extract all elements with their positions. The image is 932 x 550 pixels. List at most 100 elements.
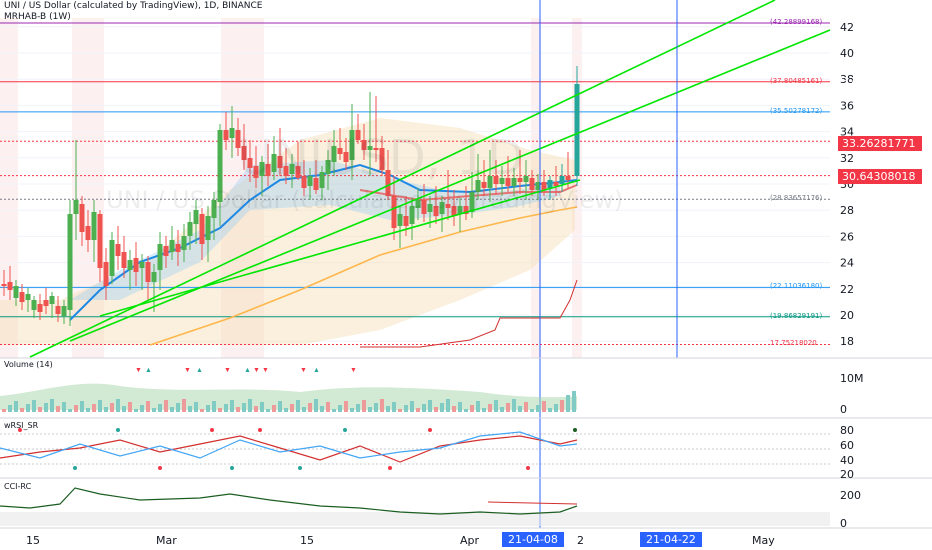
- candle-body: [7, 282, 13, 290]
- candle-body: [169, 240, 175, 252]
- price-tick-32: 32: [840, 152, 854, 165]
- candle-body: [241, 146, 247, 160]
- candle-body: [457, 206, 463, 214]
- volume-bar: [380, 399, 384, 412]
- cloud-outer: [0, 118, 575, 345]
- volume-bar: [8, 405, 12, 412]
- candle-body: [223, 130, 229, 140]
- volume-bar: [536, 405, 540, 412]
- level-label-0: (42.28899168): [770, 18, 823, 26]
- candle-body: [265, 164, 271, 176]
- rsi-signal-dot: [428, 428, 432, 432]
- volume-bar: [524, 402, 528, 412]
- candle-body: [517, 178, 523, 182]
- indicator-label[interactable]: MRHAB-B (1W): [4, 12, 71, 22]
- candle-body: [187, 222, 193, 236]
- volume-bar: [140, 405, 144, 412]
- volume-ma-area: [0, 383, 577, 410]
- volume-signal-marker: ▼: [350, 367, 357, 374]
- rsi-blue-line: [0, 431, 578, 459]
- pane-tick: 20: [840, 468, 854, 481]
- level-label-2: (35.50278172): [770, 106, 823, 115]
- candle-body: [253, 166, 259, 178]
- candle-body: [121, 252, 127, 268]
- volume-bar: [374, 403, 378, 412]
- volume-bar: [320, 406, 324, 412]
- pane-tick: 200: [840, 489, 861, 502]
- candle-body: [301, 176, 307, 188]
- volume-bar: [206, 405, 210, 412]
- level-label-5: (19.86829191): [770, 311, 823, 320]
- candle-body: [343, 152, 349, 162]
- level-label-1: (37.80485161): [770, 76, 823, 85]
- price-tick-20: 20: [840, 309, 854, 322]
- price-tag-red-1: 33.26281771: [838, 136, 922, 151]
- rsi-signal-dot: [73, 466, 77, 470]
- volume-bar: [26, 404, 30, 412]
- rsi-signal-dot: [573, 428, 577, 432]
- candle-body: [247, 158, 253, 168]
- time-label-apr: Apr: [460, 534, 480, 547]
- candle-body: [355, 130, 361, 140]
- candle-body: [385, 170, 391, 196]
- candle-body: [229, 128, 235, 138]
- volume-bar: [470, 405, 474, 412]
- candle-body: [349, 130, 355, 160]
- volume-bar: [116, 399, 120, 412]
- volume-bar: [512, 399, 516, 412]
- candle-body: [313, 178, 319, 190]
- candle-body: [439, 202, 445, 214]
- volume-signal-marker: ▼: [262, 367, 269, 374]
- candle-body: [103, 262, 109, 286]
- volume-bar: [62, 402, 66, 412]
- price-axis: 4240383634323028262422201810M08060402020…: [840, 21, 864, 530]
- volume-bar: [122, 406, 126, 412]
- price-tick-36: 36: [840, 99, 854, 112]
- volume-bar: [446, 399, 450, 412]
- time-label-mar: Mar: [156, 534, 177, 547]
- volume-bar: [398, 409, 402, 412]
- wrsi-pane-label[interactable]: wRSI_SR: [4, 421, 39, 430]
- volume-bar: [92, 404, 96, 412]
- volume-pane-label[interactable]: Volume (14): [4, 360, 53, 369]
- candle-body: [391, 196, 397, 228]
- candle-body: [25, 294, 31, 300]
- cci-pane-label[interactable]: CCI-RC: [4, 482, 32, 491]
- current-price-tag: 37.73088525 49:14: [838, 76, 932, 97]
- volume-bar: [104, 407, 108, 412]
- volume-bar: [242, 403, 246, 412]
- candle-body: [55, 306, 61, 314]
- volume-bar: [158, 404, 162, 412]
- time-label-2: 2: [577, 534, 584, 547]
- price-tick-24: 24: [840, 257, 854, 270]
- candle-body: [547, 180, 553, 188]
- volume-bar: [506, 403, 510, 412]
- time-highlight-2: 21-04-22: [640, 532, 702, 547]
- volume-bar: [284, 408, 288, 412]
- price-tick-34: 34: [840, 126, 854, 139]
- candle-body: [361, 140, 367, 150]
- candle-body: [337, 148, 343, 154]
- cloud-inner: [70, 160, 560, 300]
- candle-body: [331, 146, 337, 162]
- indicator-panes: ▼ ▲ ▼ ▲ ▼ ▲ ▼ ▼ ▼ ▲ ▼: [0, 357, 932, 529]
- volume-bar: [68, 409, 72, 412]
- candle-body: [415, 200, 421, 208]
- shade-band-2: [221, 18, 264, 358]
- candle-body: [427, 204, 433, 212]
- volume-bar: [182, 399, 186, 412]
- level-label-4: (22.11036180): [770, 282, 823, 291]
- candle-body: [85, 226, 91, 240]
- volume-bar: [338, 405, 342, 412]
- price-tick-40: 40: [840, 47, 854, 60]
- pane-tick: 10M: [840, 372, 864, 385]
- candle-body: [451, 206, 457, 216]
- trend-line-upper: [29, 0, 776, 358]
- time-label-15-mar: 15: [300, 534, 314, 547]
- cci-line: [0, 487, 578, 515]
- volume-bar: [476, 401, 480, 412]
- volume-bar: [98, 400, 102, 412]
- symbol-title[interactable]: UNI / US Dollar (calculated by TradingVi…: [4, 1, 263, 11]
- candle-body: [91, 212, 97, 240]
